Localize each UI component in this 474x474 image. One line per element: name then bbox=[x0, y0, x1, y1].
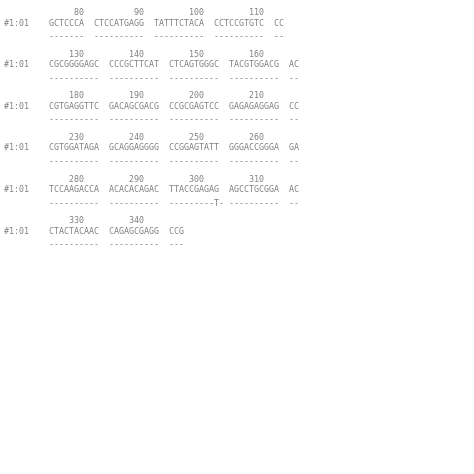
Text: 280         290         300         310: 280 290 300 310 bbox=[4, 174, 264, 183]
Text: 80          90         100         110: 80 90 100 110 bbox=[4, 8, 264, 17]
Text: 130         140         150         160: 130 140 150 160 bbox=[4, 50, 264, 59]
Text: ----------  ----------  ---: ---------- ---------- --- bbox=[4, 240, 184, 249]
Text: 180         190         200         210: 180 190 200 210 bbox=[4, 91, 264, 100]
Text: ----------  ----------  ----------  ----------  --: ---------- ---------- ---------- -------… bbox=[4, 74, 299, 83]
Text: ----------  ----------  ----------  ----------  --: ---------- ---------- ---------- -------… bbox=[4, 116, 299, 125]
Text: ----------  ----------  ---------T- ----------  --: ---------- ---------- ---------T- ------… bbox=[4, 199, 299, 208]
Text: 230         240         250         260: 230 240 250 260 bbox=[4, 133, 264, 142]
Text: #1:01    GCTCCCA  CTCCATGAGG  TATTTCTACA  CCTCCGTGTC  CC: #1:01 GCTCCCA CTCCATGAGG TATTTCTACA CCTC… bbox=[4, 18, 284, 27]
Text: -------  ----------  ----------  ----------  --: ------- ---------- ---------- ----------… bbox=[4, 32, 284, 41]
Text: #1:01    CTACTACAAC  CAGAGCGAGG  CCG: #1:01 CTACTACAAC CAGAGCGAGG CCG bbox=[4, 227, 184, 236]
Text: #1:01    CGTGAGGTTC  GACAGCGACG  CCGCGAGTCC  GAGAGAGGAG  CC: #1:01 CGTGAGGTTC GACAGCGACG CCGCGAGTCC G… bbox=[4, 102, 299, 111]
Text: #1:01    CGCGGGGAGC  CCCGCTTCAT  CTCAGTGGGC  TACGTGGACG  AC: #1:01 CGCGGGGAGC CCCGCTTCAT CTCAGTGGGC T… bbox=[4, 60, 299, 69]
Text: 330         340: 330 340 bbox=[4, 216, 144, 225]
Text: #1:01    TCCAAGACCA  ACACACAGAC  TTACCGAGAG  AGCCTGCGGA  AC: #1:01 TCCAAGACCA ACACACAGAC TTACCGAGAG A… bbox=[4, 185, 299, 194]
Text: ----------  ----------  ----------  ----------  --: ---------- ---------- ---------- -------… bbox=[4, 157, 299, 166]
Text: #1:01    CGTGGATAGA  GCAGGAGGGG  CCGGAGTATT  GGGACCGGGA  GA: #1:01 CGTGGATAGA GCAGGAGGGG CCGGAGTATT G… bbox=[4, 144, 299, 153]
